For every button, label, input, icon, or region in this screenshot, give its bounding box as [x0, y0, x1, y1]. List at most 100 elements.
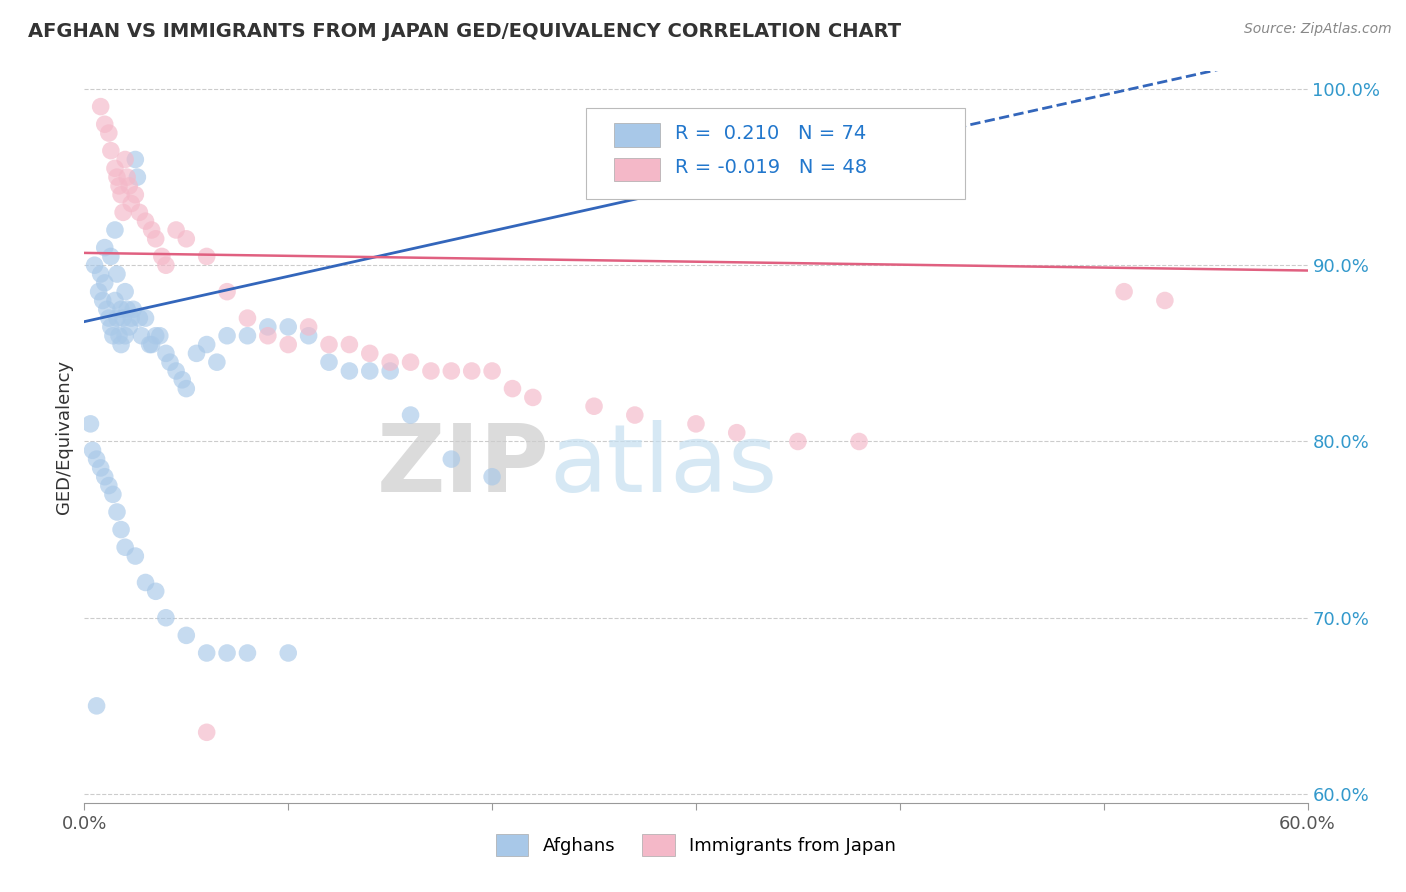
Point: [440, 364, 463, 378]
Point: [118, 178, 141, 193]
Point: [128, 311, 150, 326]
Point: [83, 258, 105, 272]
Point: [174, 232, 197, 246]
Point: [145, 232, 167, 246]
Point: [277, 320, 299, 334]
Point: [110, 187, 132, 202]
Point: [110, 337, 132, 351]
Point: [104, 223, 127, 237]
Point: [236, 646, 259, 660]
Point: [86, 698, 108, 713]
Point: [124, 153, 146, 167]
Point: [141, 337, 163, 351]
Point: [277, 646, 299, 660]
Point: [91, 293, 114, 308]
Point: [155, 611, 177, 625]
Point: [522, 391, 544, 405]
Point: [93, 241, 115, 255]
Point: [787, 434, 810, 449]
Text: R = -0.019   N = 48: R = -0.019 N = 48: [675, 159, 868, 178]
Bar: [614, 123, 661, 146]
Point: [128, 205, 150, 219]
Point: [114, 285, 136, 299]
Point: [257, 320, 280, 334]
Point: [127, 170, 149, 185]
Point: [1154, 293, 1177, 308]
Legend: Afghans, Immigrants from Japan: Afghans, Immigrants from Japan: [488, 827, 904, 863]
Y-axis label: GED/Equivalency: GED/Equivalency: [55, 360, 73, 514]
Point: [195, 337, 218, 351]
Point: [236, 311, 259, 326]
Text: AFGHAN VS IMMIGRANTS FROM JAPAN GED/EQUIVALENCY CORRELATION CHART: AFGHAN VS IMMIGRANTS FROM JAPAN GED/EQUI…: [28, 22, 901, 41]
Point: [174, 628, 197, 642]
Point: [195, 646, 218, 660]
Point: [159, 355, 181, 369]
Point: [155, 258, 177, 272]
Point: [298, 320, 321, 334]
Point: [82, 443, 104, 458]
Point: [118, 320, 141, 334]
Text: ZIP: ZIP: [377, 420, 550, 512]
Point: [86, 452, 108, 467]
Point: [79, 417, 101, 431]
Point: [380, 355, 402, 369]
Point: [110, 302, 132, 317]
Point: [150, 249, 173, 263]
Point: [114, 328, 136, 343]
Point: [318, 355, 340, 369]
Point: [122, 302, 145, 317]
Point: [685, 417, 707, 431]
Point: [135, 311, 157, 326]
Point: [359, 346, 381, 360]
Point: [108, 178, 131, 193]
Point: [257, 328, 280, 343]
Point: [135, 214, 157, 228]
Point: [105, 267, 128, 281]
Point: [97, 126, 120, 140]
Point: [93, 117, 115, 131]
Point: [481, 364, 503, 378]
Point: [93, 276, 115, 290]
Point: [399, 355, 422, 369]
Point: [205, 355, 228, 369]
Point: [101, 328, 124, 343]
Point: [583, 399, 606, 413]
Point: [104, 161, 127, 176]
Point: [97, 478, 120, 492]
Point: [440, 452, 463, 467]
Point: [155, 346, 177, 360]
Point: [96, 302, 118, 317]
Point: [624, 408, 647, 422]
Point: [1114, 285, 1136, 299]
Point: [461, 364, 484, 378]
Point: [481, 469, 503, 483]
Point: [277, 337, 299, 351]
Point: [112, 311, 135, 326]
Point: [90, 267, 112, 281]
Point: [236, 328, 259, 343]
Point: [112, 205, 135, 219]
Point: [217, 646, 239, 660]
Point: [114, 153, 136, 167]
Point: [165, 364, 187, 378]
Text: Source: ZipAtlas.com: Source: ZipAtlas.com: [1244, 22, 1392, 37]
Point: [124, 549, 146, 563]
Point: [131, 328, 153, 343]
Point: [380, 364, 402, 378]
Point: [115, 302, 138, 317]
Point: [502, 382, 524, 396]
Point: [97, 311, 120, 326]
Point: [120, 311, 142, 326]
Point: [399, 408, 422, 422]
Point: [120, 196, 142, 211]
Point: [217, 328, 239, 343]
Point: [101, 487, 124, 501]
Point: [93, 469, 115, 483]
FancyBboxPatch shape: [586, 108, 965, 200]
Point: [100, 320, 122, 334]
Point: [90, 461, 112, 475]
Point: [149, 328, 172, 343]
Point: [105, 170, 128, 185]
Point: [135, 575, 157, 590]
Point: [195, 725, 218, 739]
